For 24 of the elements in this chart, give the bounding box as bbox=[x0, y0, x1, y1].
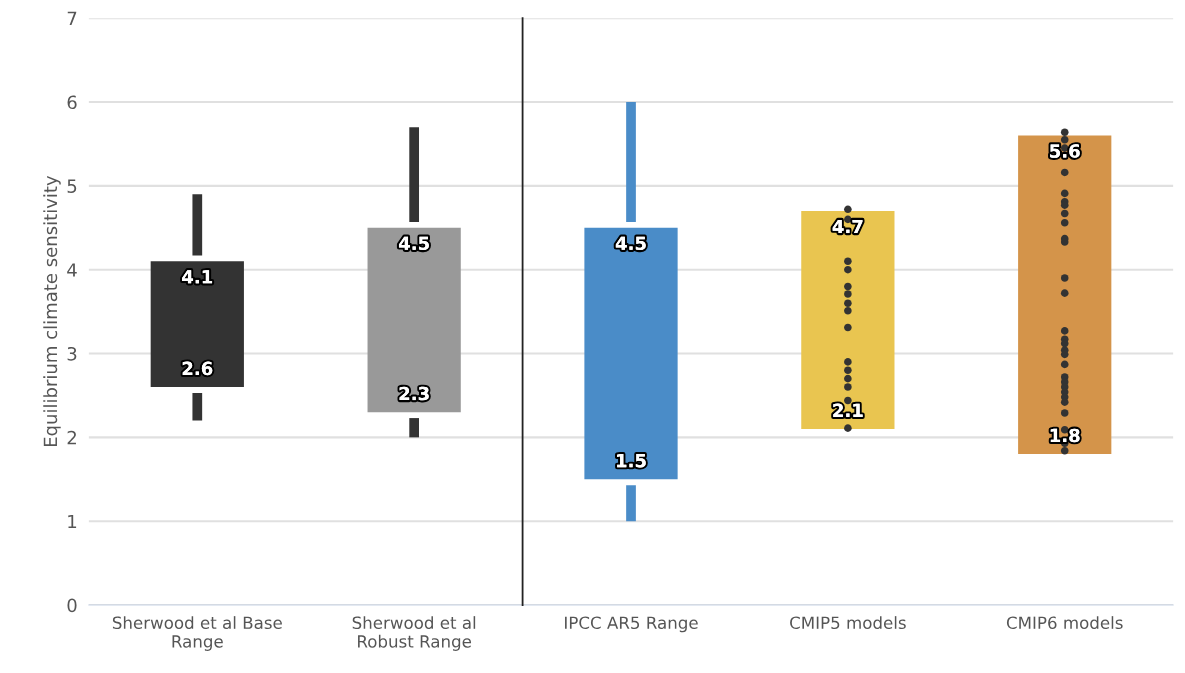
annotation: 2.1 bbox=[833, 403, 863, 417]
y-tick-label: 1 bbox=[68, 514, 77, 529]
x-tick-label: Sherwood et al Robust Range bbox=[352, 616, 476, 651]
x-tick-label: CMIP5 models bbox=[790, 616, 906, 630]
annotation: 1.8 bbox=[1050, 428, 1080, 443]
y-tick-label: 2 bbox=[67, 430, 76, 445]
annotation: 4.1 bbox=[182, 270, 213, 284]
y-tick-label: 5 bbox=[67, 179, 77, 193]
y-tick-label: 6 bbox=[67, 95, 77, 110]
annotation: 4.5 bbox=[398, 236, 429, 251]
annotation: 5.6 bbox=[1050, 144, 1080, 158]
y-axis-title: Equilibrium climate sensitivity bbox=[43, 175, 61, 447]
y-tick-label: 4 bbox=[67, 263, 77, 277]
annotation: 2.3 bbox=[399, 386, 429, 401]
annotation: 4.5 bbox=[615, 236, 646, 251]
x-tick-label: Sherwood et al Base Range bbox=[112, 616, 282, 651]
y-tick-label: 3 bbox=[67, 346, 77, 361]
x-tick-label: IPCC AR5 Range bbox=[565, 616, 698, 633]
annotation: 2.6 bbox=[182, 361, 213, 376]
y-tick-label: 7 bbox=[67, 11, 77, 26]
y-tick-label: 0 bbox=[67, 598, 77, 613]
x-tick-label: CMIP6 models bbox=[1006, 616, 1123, 630]
annotation: 4.7 bbox=[832, 219, 863, 234]
annotation: 1.5 bbox=[617, 454, 646, 468]
